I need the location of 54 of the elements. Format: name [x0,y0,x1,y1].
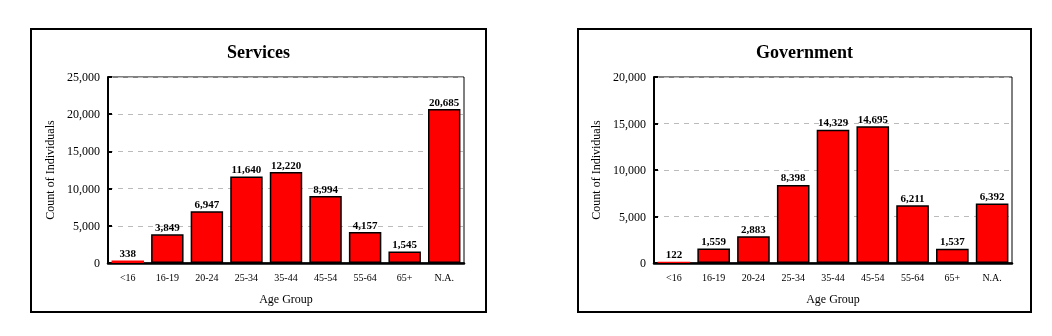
x-tick-label: 45-54 [313,271,338,283]
data-label: 20,685 [429,95,460,108]
data-label: 1,537 [939,235,966,248]
data-label: 8,994 [313,182,339,195]
y-tick-label: 20,000 [67,107,100,122]
x-tick-label: N.A. [982,271,1002,283]
x-tick-label: 55-64 [353,271,377,283]
x-tick-label: 45-54 [861,271,885,283]
chart-title: Services [227,42,290,62]
data-label: 6,392 [979,190,1005,203]
y-tick-label: 15,000 [67,144,100,159]
x-tick-label: <16 [666,271,682,283]
data-label: 122 [665,248,683,261]
chart-title: Government [756,42,853,62]
data-label: 338 [119,246,137,259]
data-label: 1,559 [701,235,727,247]
x-tick-label: 20-24 [195,271,219,283]
data-label: 12,220 [270,158,302,171]
data-label: 8,398 [780,171,807,184]
y-axis-title: Count of Individuals [589,120,604,220]
y-axis-title: Count of Individuals [43,120,58,220]
x-tick-label: 25-34 [234,271,259,283]
data-label: 3,849 [154,220,181,233]
x-tick-label: 35-44 [274,271,298,283]
y-tick-label: 20,000 [613,70,646,84]
y-tick-label: 5,000 [619,209,646,224]
x-tick-label: 65+ [944,271,961,283]
x-axis-title: Age Group [806,292,860,306]
x-tick-label: 25-34 [781,271,805,283]
y-tick-label: 5,000 [73,218,100,233]
x-tick-label: 65+ [396,271,413,283]
data-label: 2,883 [741,222,767,235]
x-tick-label: 35-44 [821,271,845,283]
x-tick-label: 16-19 [155,271,180,283]
y-tick-label: 0 [94,256,100,270]
y-tick-label: 10,000 [613,163,646,177]
y-tick-label: 25,000 [67,70,100,84]
x-tick-label: N.A. [434,271,454,283]
bar [111,260,144,263]
data-label: 6,211 [900,191,925,204]
data-label: 4,157 [352,218,378,231]
y-tick-label: 0 [640,256,646,270]
x-tick-label: <16 [119,271,136,283]
y-tick-label: 15,000 [613,116,646,131]
x-tick-label: 20-24 [741,271,766,283]
data-label: 1,545 [392,238,418,251]
x-tick-label: 55-64 [900,271,925,283]
x-axis-title: Age Group [259,292,313,306]
data-label: 14,329 [817,116,849,129]
data-label: 14,695 [857,112,889,125]
x-tick-label: 16-19 [701,271,726,283]
data-label: 6,947 [194,197,220,210]
data-label: 11,640 [231,162,262,175]
y-tick-label: 10,000 [67,181,100,196]
